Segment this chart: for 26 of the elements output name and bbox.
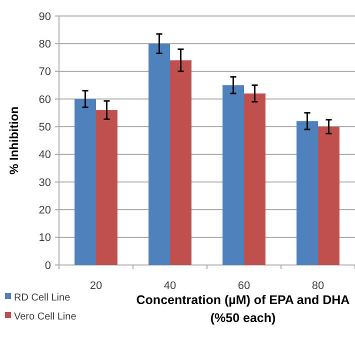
y-tick-label: 70 — [38, 66, 51, 78]
bar — [222, 85, 244, 265]
y-tick-label: 30 — [38, 176, 51, 189]
y-tick-label: 60 — [38, 94, 51, 106]
legend-label: RD Cell Line — [14, 292, 71, 304]
x-tick-label: 80 — [312, 280, 324, 292]
y-tick-label: 90 — [38, 10, 51, 23]
bar — [170, 60, 192, 265]
y-tick-label: 40 — [38, 149, 51, 162]
x-tick-label: 60 — [238, 280, 250, 292]
y-axis-title: % Inhibition — [7, 106, 21, 174]
bar — [244, 93, 266, 265]
bar — [318, 126, 340, 265]
x-tick-label: 40 — [164, 280, 176, 292]
bar — [296, 121, 318, 265]
x-axis-title: Concentration (µM) of EPA and DHA (%50 each) — [136, 293, 350, 325]
y-tick-label: 10 — [38, 232, 51, 244]
y-tick-label: 50 — [38, 122, 51, 134]
bar — [96, 110, 118, 265]
bar — [74, 99, 96, 265]
legend-label: Vero Cell Line — [14, 312, 77, 322]
y-tick-label: 0 — [44, 260, 51, 272]
x-tick-label: 20 — [90, 280, 102, 292]
bar — [148, 44, 170, 265]
y-tick-label: 80 — [38, 38, 51, 51]
y-tick-label: 20 — [38, 204, 51, 217]
